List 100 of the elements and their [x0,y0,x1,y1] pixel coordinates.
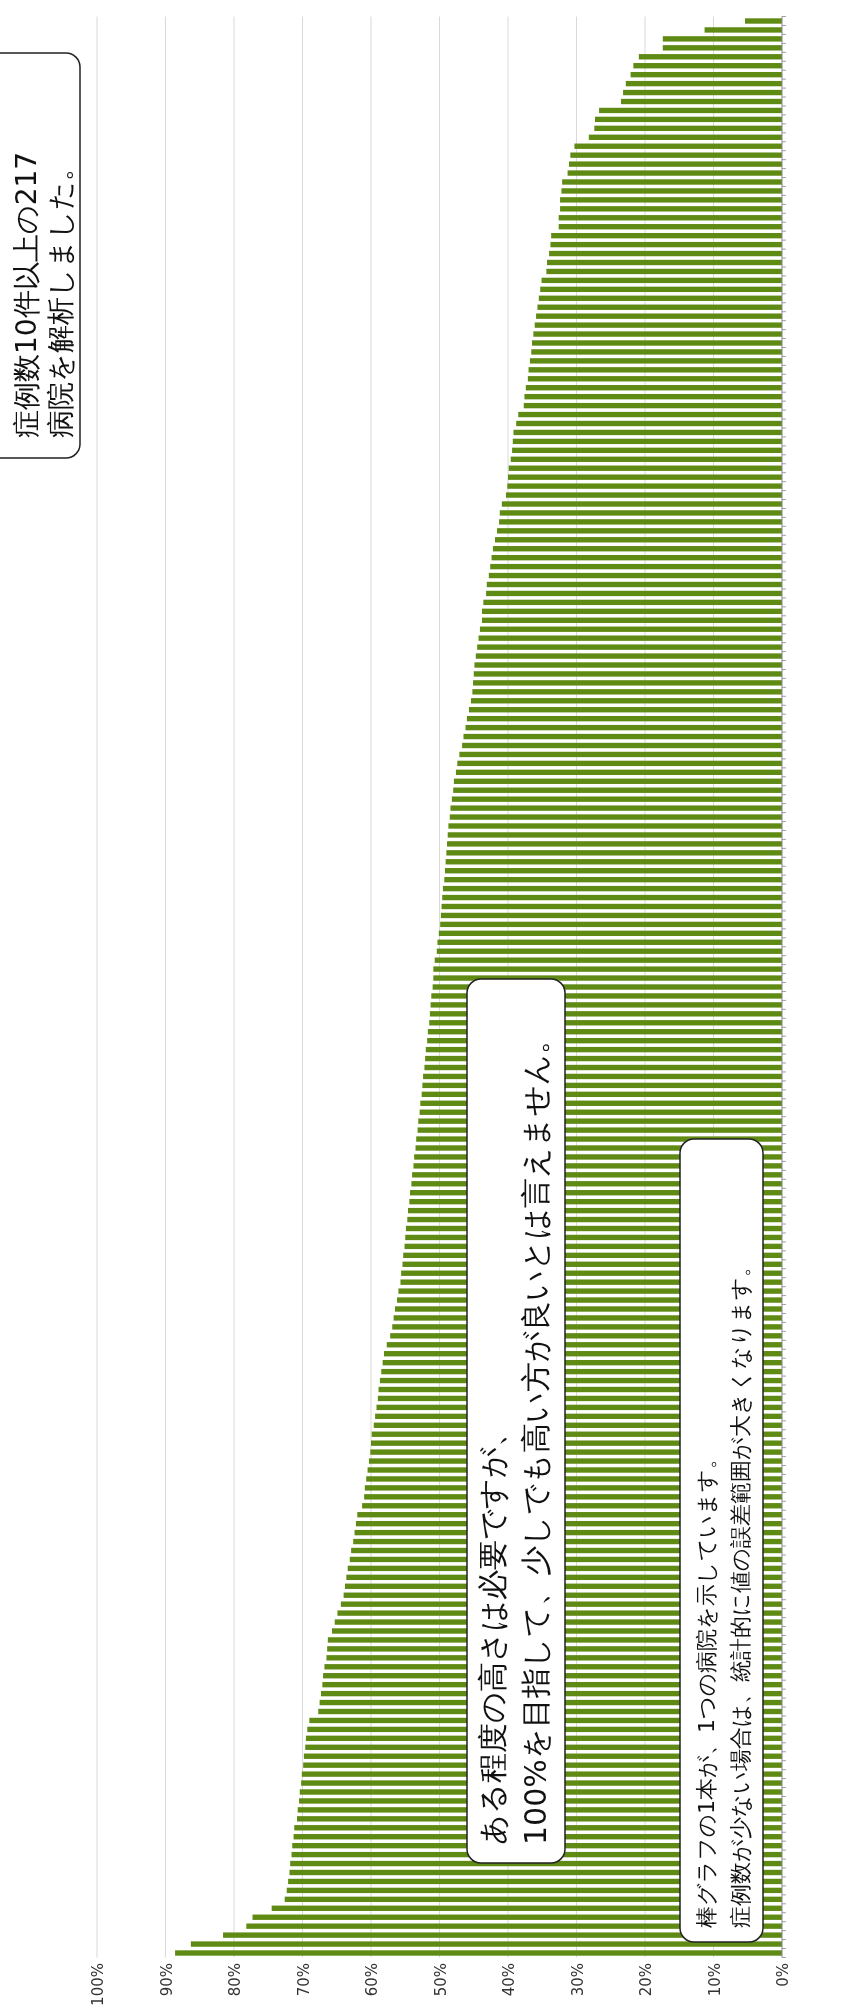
bar [455,769,782,776]
x-tick-label: 10% [705,1963,724,1997]
bar [512,438,782,445]
x-tick-label: 50% [431,1963,450,1997]
bar [510,456,782,462]
bar [488,572,782,579]
bar [531,349,782,355]
annotation: ある程度の高さは必要ですが、 [475,1417,510,1845]
bar [466,715,782,722]
bar [550,241,782,248]
bar [450,805,782,811]
x-tick-label: 60% [363,1963,381,1997]
bar [437,939,782,945]
bar [497,528,782,534]
bar [551,232,782,239]
x-tick-label: 0% [774,1963,792,1987]
bar [486,581,782,588]
bar [445,859,782,865]
bar [447,841,782,847]
callout: 症例数10件以上の217 病院を解析しました。 [0,52,81,459]
bar [499,519,782,525]
bar [459,751,782,758]
bar [453,787,782,793]
bar [574,143,782,149]
bar [599,107,782,114]
bar [446,850,782,856]
bar [512,447,782,454]
x-tick-label: 90% [157,1963,176,1997]
bar [463,733,782,740]
bar [516,420,782,427]
bar [567,170,782,176]
bar [433,966,782,972]
bar [481,617,782,623]
bar [630,71,782,78]
bar [508,474,782,480]
bar [444,868,782,874]
bar [494,537,782,543]
bar [594,125,782,132]
bar [440,921,782,928]
bar [457,760,782,767]
bar [508,465,782,471]
bar [471,698,782,704]
x-tick-label: 20% [637,1963,655,1997]
bar [633,63,782,69]
bar [704,27,782,33]
bar [561,188,782,194]
bar [190,1941,782,1947]
bar [570,152,782,158]
bar [440,912,782,919]
bar [492,546,782,552]
x-tick-label: 40% [500,1963,518,1997]
bar [481,608,782,615]
bar [462,742,782,749]
bar [483,599,782,606]
bar [524,393,782,400]
bar [479,626,782,632]
bar [513,429,782,436]
bar [442,885,782,892]
bar [447,832,782,838]
bar [473,671,782,677]
bar [537,304,782,310]
bar [473,680,782,686]
bar [662,36,782,42]
bar [528,367,782,373]
bar [465,724,782,731]
bar [175,1950,782,1956]
bar [444,876,782,883]
bar [486,590,782,597]
bar [490,563,782,570]
bar [475,653,782,659]
bar [536,313,782,319]
bar [662,45,782,51]
bar [477,644,782,650]
bar [541,277,782,284]
bar [558,215,782,221]
bar [441,903,782,910]
bar [434,957,782,963]
bar [518,411,782,418]
x-tick-label: 70% [294,1963,313,1997]
bar [438,930,782,937]
bar [523,402,782,409]
bar [501,501,782,507]
callout: ある程度の高さは必要ですが、 100%を目指して、少しでも高い方が良いとは言えません。 [466,978,566,1864]
bar [745,18,782,24]
bar [623,89,782,96]
annotation: 症例数が少ない場合は、統計的に値の誤差範囲が大きくなります。 [728,1255,753,1928]
bar [442,894,782,901]
bar [474,662,782,668]
bar [549,250,782,257]
bar [529,358,782,364]
bar [453,778,782,784]
bar [527,376,782,382]
bar [449,814,782,820]
annotation: 棒グラフの1本が、1つの病院を示しています。 [694,1447,719,1928]
bar [558,224,782,230]
bar [560,197,782,203]
bar [540,286,782,293]
annotation: 100%を目指して、少しでも高い方が良いとは言えません。 [518,1024,553,1845]
x-tick-label: 30% [568,1963,587,1997]
bar [468,707,782,713]
